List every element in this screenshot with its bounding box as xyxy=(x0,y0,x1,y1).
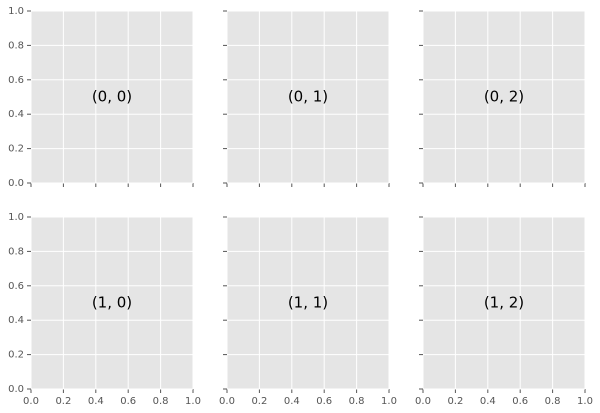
annotation: (0, 1) xyxy=(288,88,328,106)
plot-area xyxy=(227,11,389,183)
x-tick-label: 1.0 xyxy=(381,396,397,407)
x-tick-label: 0.2 xyxy=(251,396,267,407)
x-tick-label: 0.6 xyxy=(120,396,136,407)
annotation: (1, 2) xyxy=(484,294,524,312)
subplot: 0.0 0.2 0.4 0.6 0.8 1.0 (0, 0) xyxy=(8,6,194,189)
y-tick-label: 1.0 xyxy=(8,6,24,17)
x-tick-label: 0.8 xyxy=(545,396,561,407)
x-tick-label: 0.8 xyxy=(349,396,365,407)
annotation: (0, 2) xyxy=(484,88,524,106)
y-tick-label: 0.0 xyxy=(8,178,24,189)
y-tick-label: 0.8 xyxy=(8,246,24,257)
x-tick-label: 0.2 xyxy=(55,396,71,407)
x-tick-label: 0.2 xyxy=(447,396,463,407)
x-tick-label: 0.4 xyxy=(284,396,300,407)
plot-area xyxy=(423,217,585,389)
y-tick-label: 0.6 xyxy=(8,75,24,86)
x-tick-label: 0.6 xyxy=(512,396,528,407)
plot-area xyxy=(31,11,193,183)
subplot: (0, 2) xyxy=(419,10,586,187)
plot-area xyxy=(423,11,585,183)
x-tick-label: 0.0 xyxy=(219,396,235,407)
annotation: (1, 0) xyxy=(92,294,132,312)
y-tick-label: 0.0 xyxy=(8,384,24,395)
subplot: 0.0 0.2 0.4 0.6 0.8 1.0 0.0 0.2 0.4 0.6 0.8 1.0 (1, … xyxy=(8,212,201,407)
subplot: 0.0 0.2 0.4 0.6 0.8 1.0 (1, 2) xyxy=(415,216,593,407)
plot-area xyxy=(31,217,193,389)
x-tick-label: 0.6 xyxy=(316,396,332,407)
x-tick-label: 1.0 xyxy=(577,396,593,407)
x-tick-label: 0.0 xyxy=(415,396,431,407)
x-tick-label: 0.4 xyxy=(88,396,104,407)
x-tick-label: 1.0 xyxy=(185,396,201,407)
y-tick-label: 0.6 xyxy=(8,281,24,292)
y-tick-label: 1.0 xyxy=(8,212,24,223)
y-tick-label: 0.2 xyxy=(8,144,24,155)
x-tick-label: 0.8 xyxy=(153,396,169,407)
plot-area xyxy=(227,217,389,389)
y-tick-label: 0.4 xyxy=(8,109,24,120)
x-tick-label: 0.4 xyxy=(480,396,496,407)
subplot: 0.0 0.2 0.4 0.6 0.8 1.0 (1, 1) xyxy=(219,216,397,407)
annotation: (0, 0) xyxy=(92,88,132,106)
subplot: (0, 1) xyxy=(223,10,390,187)
y-tick-label: 0.4 xyxy=(8,315,24,326)
annotation: (1, 1) xyxy=(288,294,328,312)
y-tick-label: 0.8 xyxy=(8,40,24,51)
y-tick-label: 0.2 xyxy=(8,350,24,361)
x-tick-label: 0.0 xyxy=(23,396,39,407)
